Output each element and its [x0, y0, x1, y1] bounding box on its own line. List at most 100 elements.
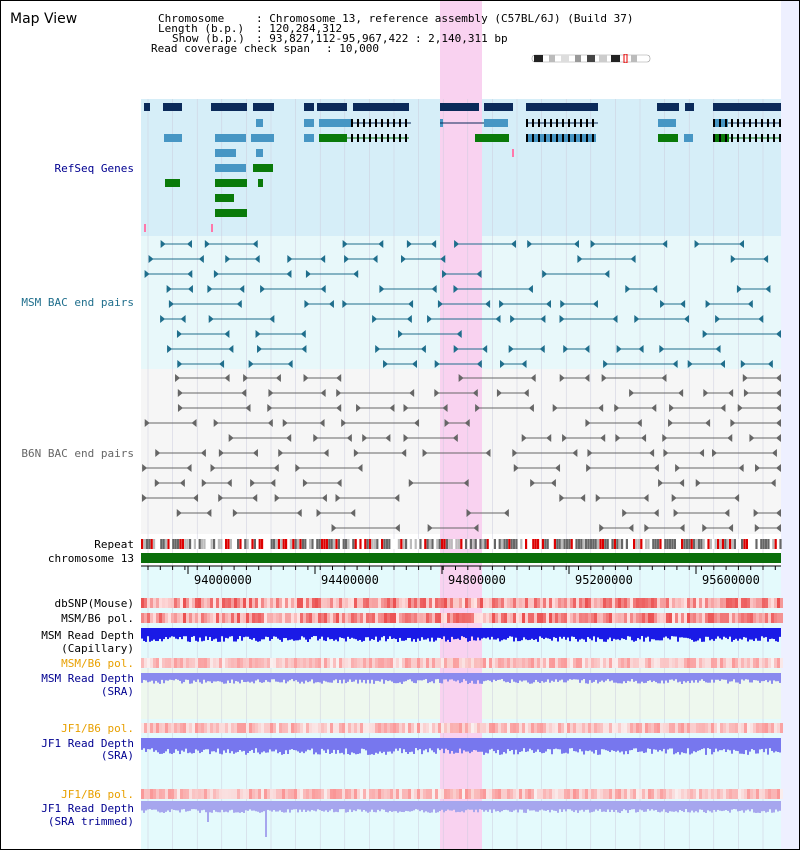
msm-capillary-depth-bar [379, 628, 381, 641]
repeat-block [237, 539, 240, 549]
jf1-trimmed-depth-bar [339, 801, 341, 810]
jf1-trimmed-depth-bar [285, 801, 287, 813]
msm-sra-depth-bar [379, 673, 381, 682]
dbsnp-cell [654, 598, 657, 608]
b6n-bac-end [530, 374, 536, 382]
msm-capillary-depth-bar [613, 628, 615, 639]
jf1-sra-depth-bar [183, 738, 185, 752]
repeat-block [709, 539, 712, 549]
jf1-trimmed-depth-bar [763, 801, 765, 811]
jf1-trimmed-depth-bar [597, 801, 599, 811]
msm-pol-2-cell [171, 658, 174, 668]
jf1-sra-depth-bar [561, 738, 563, 754]
msm-capillary-depth-bar [221, 628, 223, 637]
jf1-pol-cell [627, 723, 630, 733]
repeat-block [366, 539, 369, 549]
msm-sra-depth-bar [581, 673, 583, 681]
chromosome-ideogram[interactable] [531, 54, 651, 63]
msm-sra-depth-bar [721, 673, 723, 680]
jf1-sra-depth-bar [259, 738, 261, 755]
jf1-sra-depth-bar [673, 738, 675, 755]
msm-pol-2-cell [471, 658, 474, 668]
gene-exon-tick [568, 134, 570, 142]
dbsnp-cell [636, 598, 639, 608]
gene-exon-tick [562, 119, 564, 127]
jf1-trimmed-depth-bar [483, 801, 485, 812]
jf1-trimmed-depth-bar [687, 801, 689, 813]
msm-capillary-depth-bar [317, 628, 319, 641]
b6n-bac-end [226, 479, 232, 487]
jf1-sra-depth-bar [197, 738, 199, 751]
jf1-pol-cell [393, 723, 396, 733]
jf1-pol-cell [552, 723, 555, 733]
jf1-sra-depth-bar [465, 738, 467, 752]
jf1-trimmed-depth-bar [271, 801, 273, 812]
dbsnp-cell [633, 598, 636, 608]
msm-pol-cell [243, 613, 246, 623]
repeat-block [539, 539, 542, 549]
msm-pol-cell [744, 613, 747, 623]
repeat-block [772, 539, 775, 549]
b6n-bac-end [224, 374, 230, 382]
dbsnp-cell [144, 598, 147, 608]
jf1-pol-cell [147, 723, 150, 733]
jf1-sra-depth-bar [549, 738, 551, 750]
dbsnp-cell [381, 598, 384, 608]
msm-capillary-depth-bar [413, 628, 415, 640]
jf1-sra-depth-bar [459, 738, 461, 749]
dbsnp-cell [492, 598, 495, 608]
repeat-block [769, 539, 772, 549]
msm-sra-depth-bar [237, 673, 239, 682]
msm-sra-depth-bar [303, 673, 305, 684]
jf1-pol-2-cell [201, 789, 204, 799]
b6n-bac-end [473, 524, 479, 532]
chromosome-label: Chromosome [158, 12, 225, 25]
jf1-pol-2-cell [300, 789, 303, 799]
msm-capillary-depth-bar [327, 628, 329, 638]
msm-sra-depth-bar [735, 673, 737, 683]
jf1-pol-2-cell [258, 789, 261, 799]
jf1-sra-depth-bar [431, 738, 433, 751]
jf1-pol-2-cell [687, 789, 690, 799]
msm-capillary-depth-bar [529, 628, 531, 640]
repeat-block [570, 539, 573, 549]
jf1-pol-2-cell [696, 789, 699, 799]
repeat-block [700, 539, 703, 549]
dbsnp-cell [255, 598, 258, 608]
msm-sra-depth-bar [145, 673, 147, 681]
gene-exon-tick [779, 134, 781, 142]
jf1-trimmed-depth-bar [529, 801, 531, 811]
jf1-pol-2-cell [267, 789, 270, 799]
repeat-block [157, 539, 160, 549]
msm-capillary-depth-bar [769, 628, 771, 640]
msm-pol-cell [393, 613, 396, 623]
jf1-sra-depth-bar [193, 738, 195, 754]
msm-pol-cell [444, 613, 447, 623]
msm-sra-depth-bar [249, 673, 251, 683]
msm-sra-depth-bar [203, 673, 205, 680]
jf1-trimmed-depth-bar [367, 801, 369, 813]
msm-bac-end [672, 360, 678, 368]
b6n-bac-end [728, 524, 734, 532]
jf1-trimmed-depth-bar [179, 801, 181, 813]
msm-pol-2-cell [324, 658, 327, 668]
msm-sra-depth-bar [589, 673, 591, 681]
msm-sra-depth-bar [479, 673, 481, 684]
msm-capillary-depth-bar [545, 628, 547, 638]
msm-sra-depth-bar [599, 673, 601, 682]
jf1-trimmed-depth-bar [149, 801, 151, 810]
msm-pol-2-cell [369, 658, 372, 668]
jf1-trimmed-depth-bar [239, 801, 241, 813]
jf1-trimmed-depth-bar [461, 801, 463, 812]
msm-sra-depth-bar [491, 673, 493, 683]
msm-capillary-depth-bar [761, 628, 763, 637]
b6n-bac-end [724, 509, 730, 517]
repeat-block [611, 539, 614, 549]
msm-pol-2-cell [684, 658, 687, 668]
msm-sra-depth-bar [451, 673, 453, 680]
dbsnp-cell [321, 598, 324, 608]
jf1-pol-2-cell [774, 789, 777, 799]
dbsnp-cell [378, 598, 381, 608]
repeat-block [467, 539, 470, 549]
msm-capillary-depth-bar [295, 628, 297, 641]
